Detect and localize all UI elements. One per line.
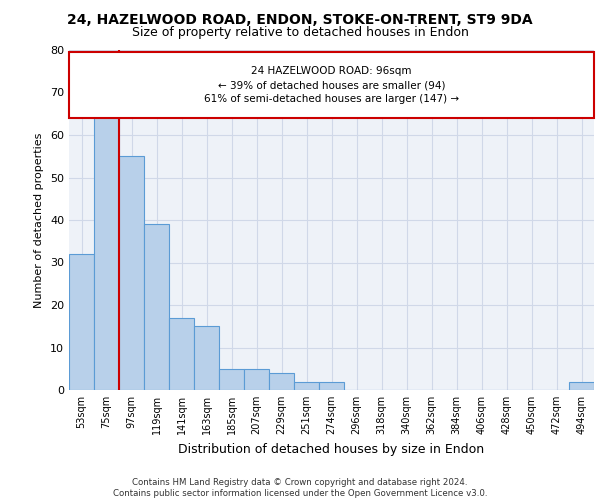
Bar <box>119 156 144 390</box>
Bar <box>94 114 119 390</box>
Text: 24 HAZELWOOD ROAD: 96sqm
← 39% of detached houses are smaller (94)
61% of semi-d: 24 HAZELWOOD ROAD: 96sqm ← 39% of detach… <box>204 66 459 104</box>
Bar <box>194 326 219 390</box>
Bar <box>244 369 269 390</box>
Bar <box>144 224 169 390</box>
Bar <box>69 254 94 390</box>
Y-axis label: Number of detached properties: Number of detached properties <box>34 132 44 308</box>
Text: 24, HAZELWOOD ROAD, ENDON, STOKE-ON-TRENT, ST9 9DA: 24, HAZELWOOD ROAD, ENDON, STOKE-ON-TREN… <box>67 12 533 26</box>
Bar <box>319 382 344 390</box>
FancyBboxPatch shape <box>69 52 594 118</box>
Bar <box>294 382 319 390</box>
X-axis label: Distribution of detached houses by size in Endon: Distribution of detached houses by size … <box>178 442 485 456</box>
Text: Size of property relative to detached houses in Endon: Size of property relative to detached ho… <box>131 26 469 39</box>
Bar <box>569 382 594 390</box>
Bar <box>269 373 294 390</box>
Bar <box>219 369 244 390</box>
Bar <box>169 318 194 390</box>
Text: Contains HM Land Registry data © Crown copyright and database right 2024.
Contai: Contains HM Land Registry data © Crown c… <box>113 478 487 498</box>
